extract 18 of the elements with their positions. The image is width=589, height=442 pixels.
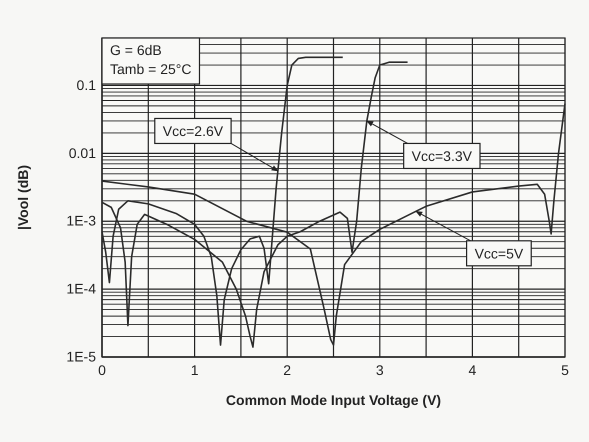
y-tick-label: 0.1: [76, 76, 96, 93]
annotation: G = 6dB: [110, 42, 162, 58]
x-tick-label: 0: [98, 362, 106, 378]
x-tick-label: 1: [190, 362, 199, 378]
y-axis-title: |Vool (dB): [15, 164, 32, 230]
y-tick-label: 1E-4: [66, 280, 96, 297]
x-axis-title: Common Mode Input Voltage (V): [226, 392, 442, 408]
x-tick-label: 4: [468, 362, 476, 378]
y-tick-label: 0.01: [68, 144, 96, 161]
x-tick-label: 2: [283, 362, 292, 378]
x-tick-label: 5: [561, 362, 570, 378]
y-tick-label: 1E-5: [66, 348, 96, 364]
annotation: Vcc=2.6V: [162, 122, 224, 139]
annotation: Vcc=3.3V: [412, 148, 473, 164]
annotation: Tamb = 25°C: [110, 61, 192, 77]
annotation: Vcc=5V: [474, 245, 524, 262]
y-tick-label: 1E-3: [66, 212, 96, 229]
x-tick-label: 3: [376, 362, 384, 378]
